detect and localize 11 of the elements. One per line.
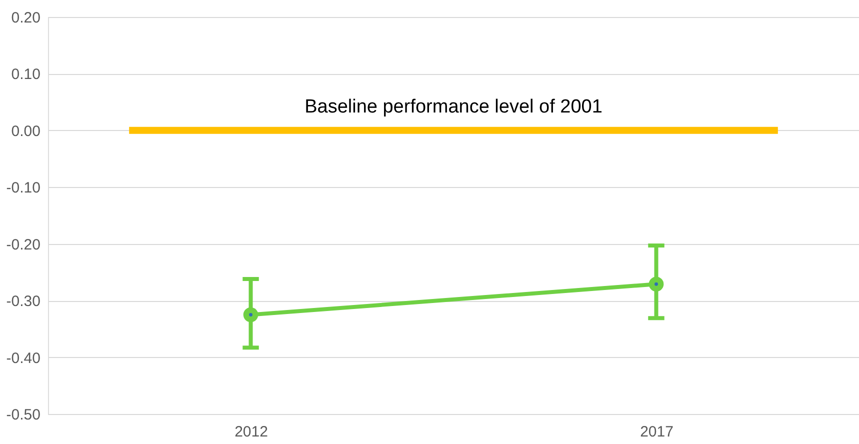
y-tick-label: -0.10 xyxy=(6,180,40,197)
x-tick-label: 2012 xyxy=(234,424,268,440)
x-tick-label: 2017 xyxy=(640,424,674,440)
y-tick-label: 0.00 xyxy=(11,122,40,140)
y-tick-label: -0.50 xyxy=(6,406,40,424)
y-tick-label: 0.20 xyxy=(11,10,40,26)
y-tick-label: -0.30 xyxy=(6,293,40,310)
y-tick-label: -0.40 xyxy=(6,350,40,367)
ref-line-label: Baseline performance level of 2001 xyxy=(304,96,602,118)
y-tick-label: -0.20 xyxy=(6,236,40,254)
y-tick-label: 0.10 xyxy=(11,66,40,84)
